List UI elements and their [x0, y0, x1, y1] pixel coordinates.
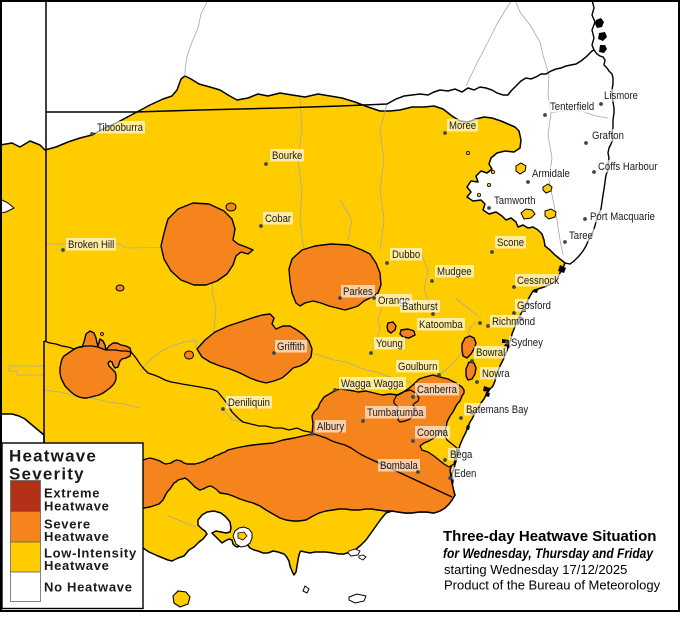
svg-text:Parkes: Parkes — [343, 286, 373, 298]
svg-text:Lismore: Lismore — [604, 90, 638, 102]
svg-text:Cessnock: Cessnock — [517, 275, 559, 287]
svg-text:Nowra: Nowra — [482, 368, 510, 380]
svg-text:Cooma: Cooma — [417, 427, 449, 439]
svg-text:for Wednesday, Thursday and Fr: for Wednesday, Thursday and Friday — [443, 546, 654, 561]
svg-text:Cobar: Cobar — [265, 213, 291, 225]
svg-text:Tamworth: Tamworth — [494, 195, 536, 207]
svg-text:Canberra: Canberra — [417, 384, 458, 396]
svg-text:Product of the Bureau of Meteo: Product of the Bureau of Meteorology — [444, 578, 661, 593]
svg-text:Eden: Eden — [454, 468, 476, 480]
svg-text:Heatwave: Heatwave — [9, 447, 97, 466]
svg-text:Young: Young — [376, 338, 403, 350]
svg-text:Heatwave: Heatwave — [44, 499, 110, 514]
svg-text:Tibooburra: Tibooburra — [97, 122, 144, 134]
svg-text:Bega: Bega — [450, 449, 473, 461]
svg-text:Broken Hill: Broken Hill — [68, 239, 114, 251]
svg-text:Dubbo: Dubbo — [392, 249, 420, 261]
svg-text:Bourke: Bourke — [272, 150, 302, 162]
svg-text:Sydney: Sydney — [511, 337, 543, 349]
svg-text:Heatwave: Heatwave — [44, 558, 110, 573]
svg-text:Bombala: Bombala — [380, 460, 419, 472]
svg-text:Moree: Moree — [449, 120, 476, 132]
svg-text:No Heatwave: No Heatwave — [44, 580, 133, 595]
svg-text:Taree: Taree — [569, 230, 593, 242]
svg-text:Tumbarumba: Tumbarumba — [367, 407, 424, 419]
svg-text:Albury: Albury — [317, 421, 345, 433]
svg-text:Scone: Scone — [497, 237, 524, 249]
svg-text:Wagga Wagga: Wagga Wagga — [341, 378, 404, 390]
svg-text:Richmond: Richmond — [492, 316, 535, 328]
svg-text:Mudgee: Mudgee — [437, 266, 472, 278]
svg-text:Katoomba: Katoomba — [419, 319, 463, 331]
svg-text:starting Wednesday 17/12/2025: starting Wednesday 17/12/2025 — [444, 562, 627, 577]
svg-text:Gosford: Gosford — [517, 300, 551, 312]
svg-text:Severity: Severity — [9, 465, 85, 484]
svg-text:Tenterfield: Tenterfield — [550, 101, 594, 113]
svg-text:Coffs Harbour: Coffs Harbour — [598, 161, 658, 173]
svg-text:Port Macquarie: Port Macquarie — [590, 211, 655, 223]
svg-text:Deniliquin: Deniliquin — [228, 397, 270, 409]
svg-text:Batemans Bay: Batemans Bay — [466, 404, 529, 416]
svg-text:Griffith: Griffith — [277, 341, 305, 353]
svg-text:Bowral: Bowral — [476, 347, 505, 359]
svg-text:Armidale: Armidale — [532, 168, 570, 180]
svg-text:Severe: Severe — [44, 517, 91, 532]
svg-text:Heatwave: Heatwave — [44, 529, 110, 544]
svg-text:Bathurst: Bathurst — [402, 301, 438, 313]
svg-text:Low-Intensity: Low-Intensity — [44, 546, 137, 561]
svg-text:Goulburn: Goulburn — [398, 361, 437, 373]
svg-text:Three-day Heatwave Situation: Three-day Heatwave Situation — [443, 528, 656, 545]
svg-text:Extreme: Extreme — [44, 486, 100, 501]
svg-text:Grafton: Grafton — [592, 130, 624, 142]
